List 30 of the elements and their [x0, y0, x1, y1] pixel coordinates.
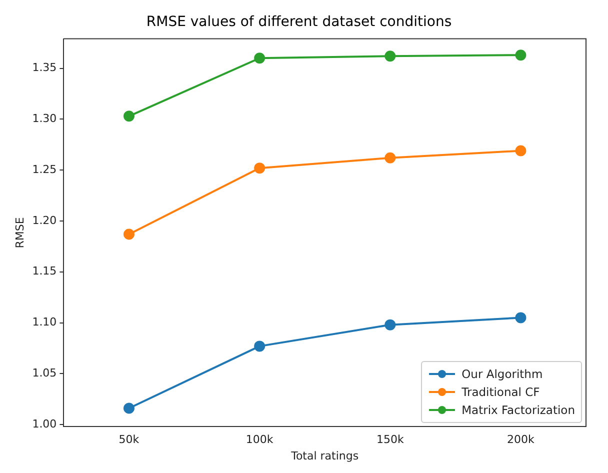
y-tick-label: 1.35 — [32, 61, 57, 74]
y-tick-label: 1.25 — [32, 162, 57, 176]
legend-label: Our Algorithm — [462, 366, 543, 383]
point — [384, 50, 396, 62]
y-tick-label: 1.20 — [32, 214, 57, 227]
point — [254, 162, 266, 174]
y-tick-label: 1.15 — [32, 264, 57, 278]
point — [254, 52, 266, 64]
legend-label: Traditional CF — [462, 384, 540, 401]
point — [123, 228, 134, 240]
x-tick-label: 200k — [507, 433, 536, 446]
point — [254, 340, 266, 352]
point — [515, 312, 526, 324]
point — [123, 402, 134, 414]
y-tick-label: 1.05 — [32, 366, 57, 380]
point — [123, 110, 134, 122]
legend-label: Matrix Factorization — [462, 402, 575, 419]
y-axis-title: RMSE — [13, 217, 26, 248]
y-tick-label: 1.30 — [32, 112, 57, 126]
x-tick-label: 100k — [246, 433, 274, 446]
point — [384, 319, 396, 330]
y-tick-label: 1.00 — [32, 417, 57, 430]
point — [515, 145, 526, 156]
point — [384, 152, 396, 164]
point — [515, 50, 526, 61]
x-axis-title: Total ratings — [290, 449, 359, 462]
x-tick-label: 150k — [376, 433, 404, 446]
chart-title: RMSE values of different dataset conditions — [146, 14, 452, 30]
y-tick-label: 1.10 — [32, 316, 57, 329]
x-tick-label: 50k — [118, 433, 140, 446]
